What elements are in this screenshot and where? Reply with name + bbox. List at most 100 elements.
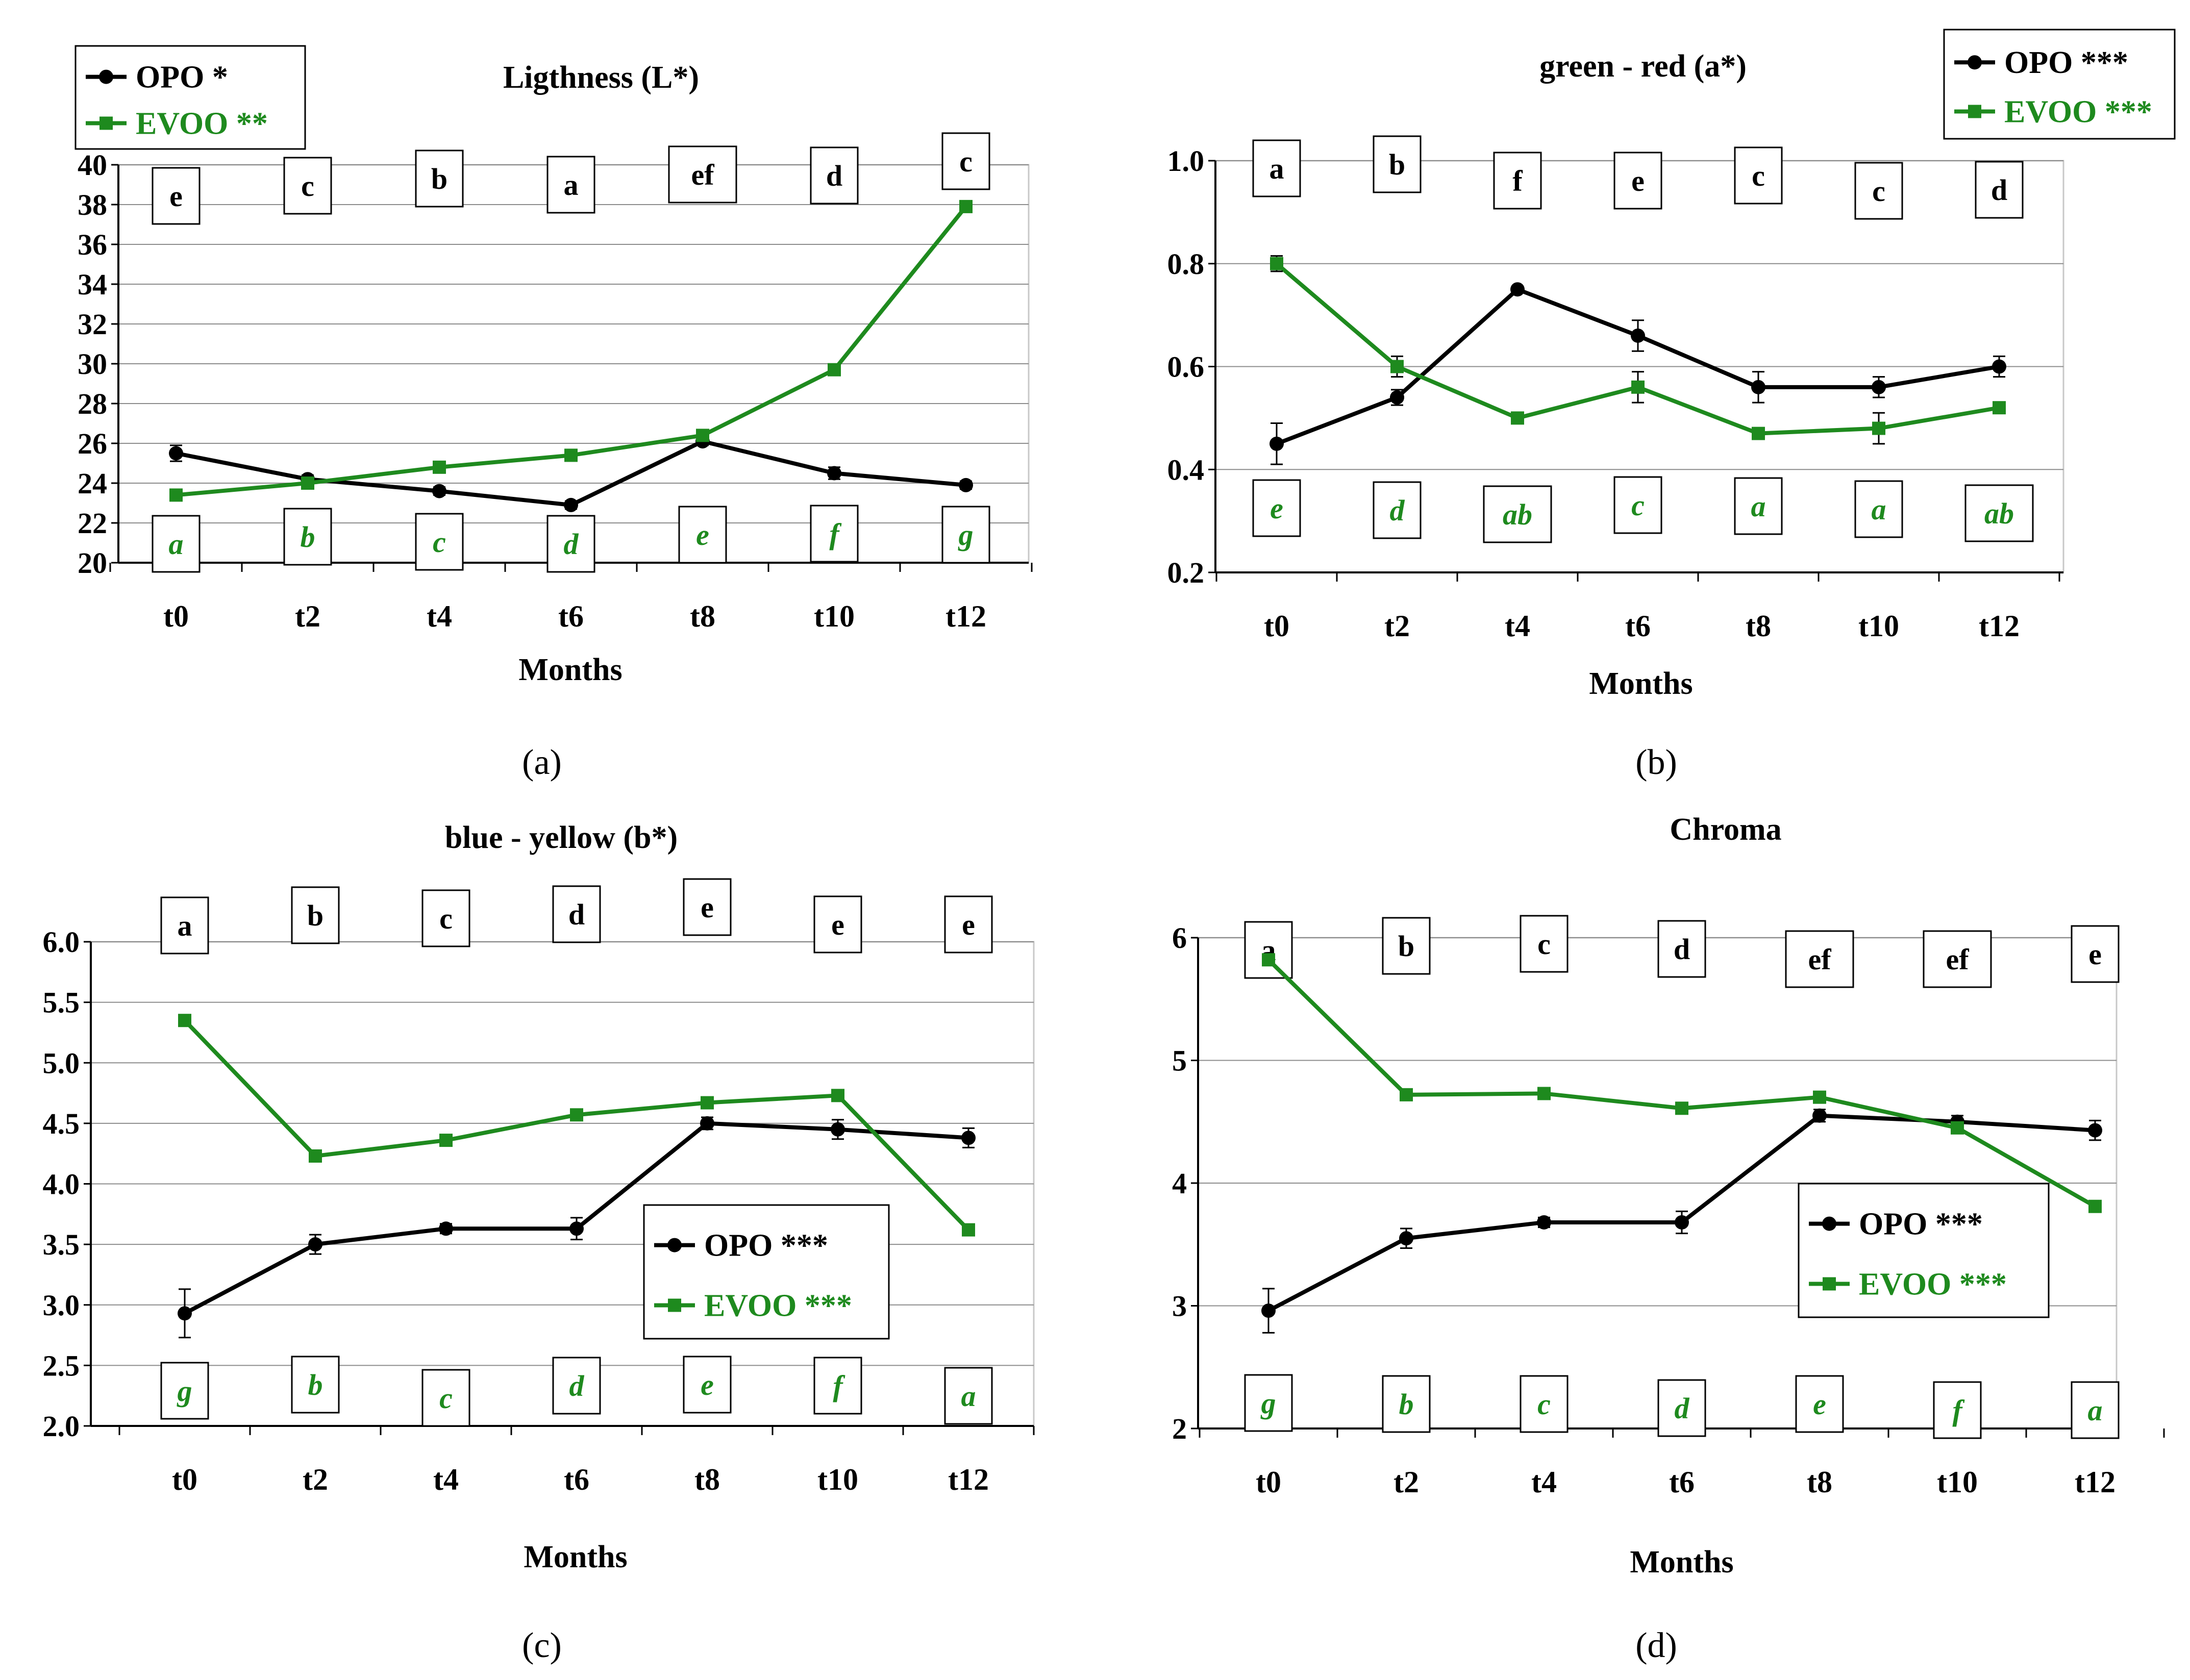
- x-tick-label: t10: [814, 599, 855, 633]
- data-point: [1631, 328, 1645, 343]
- evoo-letter-box: [1795, 1375, 1844, 1433]
- data-point: [1510, 282, 1525, 297]
- x-tick-label: t12: [945, 599, 986, 633]
- legend-marker-evoo: [99, 116, 113, 130]
- evoo-letter: d: [1675, 1392, 1690, 1425]
- chart-title: Ligthness (L*): [503, 60, 699, 95]
- y-tick-label: 28: [78, 387, 107, 420]
- evoo-letter-box: [1964, 484, 2034, 542]
- opo-letter: ef: [691, 158, 714, 191]
- y-tick-label: 6: [1172, 921, 1187, 955]
- evoo-letter-box: [1252, 479, 1301, 537]
- x-tick-label: t2: [295, 599, 320, 633]
- opo-letter-box: [941, 132, 990, 190]
- data-point: [700, 1116, 714, 1131]
- y-tick-label: 3.5: [43, 1228, 80, 1261]
- opo-letter: a: [564, 168, 579, 202]
- data-point: [1399, 1231, 1413, 1246]
- legend-marker-opo: [99, 69, 113, 84]
- chart-title: blue - yellow (b*): [445, 820, 678, 855]
- data-point: [308, 1237, 322, 1252]
- opo-letter: b: [1389, 148, 1405, 181]
- data-point: [696, 429, 709, 442]
- opo-letter: b: [1398, 930, 1414, 963]
- opo-letter-box: [813, 895, 862, 954]
- y-tick-label: 32: [78, 308, 107, 341]
- opo-letter: e: [2088, 938, 2102, 971]
- data-point: [1675, 1101, 1688, 1115]
- opo-letter-box: [668, 145, 737, 204]
- y-tick-label: 4.0: [43, 1168, 80, 1201]
- evoo-letter: c: [1537, 1388, 1551, 1421]
- legend-label-evoo: EVOO **: [136, 107, 268, 141]
- x-tick-label: t4: [433, 1463, 459, 1496]
- data-point: [178, 1014, 191, 1027]
- chart-panel-0: 20 22 24 26 28 30 32 34 36 38 40 t0 t2 t4 t6 t8 t10 t12 Li…: [74, 45, 1033, 782]
- opo-letter: c: [959, 145, 973, 178]
- x-tick-label: t8: [1807, 1465, 1832, 1499]
- data-point: [831, 1089, 844, 1102]
- data-point: [439, 1221, 453, 1236]
- evoo-letter: b: [308, 1368, 323, 1401]
- y-tick-label: 6.0: [43, 925, 80, 959]
- evoo-letter-box: [546, 515, 595, 573]
- data-point: [433, 460, 446, 474]
- y-tick-label: 3.0: [43, 1289, 80, 1322]
- series-evoo: [1262, 953, 2102, 1213]
- evoo-letter-box: [1933, 1381, 1982, 1439]
- opo-letter: c: [301, 169, 314, 203]
- evoo-letter-box: [1734, 477, 1783, 535]
- y-tick-label: 4.5: [43, 1107, 80, 1140]
- evoo-letter: a: [169, 528, 184, 561]
- opo-letter: b: [431, 162, 447, 195]
- legend-box: [1943, 29, 2176, 140]
- data-point: [1537, 1087, 1551, 1100]
- y-tick-label: 5.5: [43, 986, 80, 1019]
- x-axis-label: Months: [518, 653, 622, 687]
- series-evoo: [169, 199, 973, 502]
- evoo-letter-box: [291, 1356, 340, 1414]
- evoo-letter: b: [1399, 1388, 1414, 1421]
- evoo-letter-box: [1657, 1379, 1706, 1437]
- x-axis-label: Months: [524, 1540, 627, 1574]
- y-tick-label: 0.8: [1167, 247, 1205, 281]
- opo-letter: a: [178, 909, 192, 942]
- legend-label-evoo: EVOO ***: [704, 1289, 852, 1323]
- opo-letter-box: [1657, 920, 1706, 978]
- legend-label-opo: OPO *: [136, 60, 228, 95]
- data-point: [1270, 257, 1283, 270]
- opo-letter: e: [169, 180, 183, 213]
- opo-letter-box: [1520, 915, 1569, 973]
- data-point: [1872, 380, 1886, 394]
- legend-box: [1798, 1183, 2050, 1318]
- data-point: [2088, 1123, 2102, 1138]
- legend-label-evoo: EVOO ***: [1859, 1267, 2007, 1302]
- chart-panel-1: 0.2 0.4 0.6 0.8 1.0 t0 t2 t4 t6 t8 t10 t12 green - r…: [1167, 29, 2176, 782]
- y-tick-label: 0.2: [1167, 556, 1205, 589]
- opo-letter-box: [1613, 152, 1662, 210]
- data-point: [564, 497, 578, 512]
- series-line-evoo: [1267, 958, 2096, 1209]
- data-point: [1751, 380, 1765, 394]
- evoo-letter-box: [1854, 480, 1903, 538]
- data-point: [1390, 390, 1404, 405]
- opo-letter-box: [2071, 925, 2120, 983]
- evoo-letter: ab: [1503, 498, 1532, 531]
- x-tick-label: t8: [690, 599, 715, 633]
- data-point: [1390, 360, 1404, 373]
- y-tick-label: 22: [78, 507, 107, 540]
- evoo-letter-box: [941, 506, 990, 564]
- data-point: [1400, 1088, 1413, 1101]
- x-tick-label: t10: [817, 1463, 858, 1496]
- evoo-letter-box: [552, 1357, 601, 1415]
- opo-letter-box: [152, 167, 201, 225]
- data-point: [831, 1122, 845, 1137]
- data-point: [1511, 411, 1524, 425]
- x-tick-label: t0: [163, 599, 189, 633]
- x-tick-label: t12: [2075, 1465, 2116, 1499]
- data-point: [827, 466, 841, 481]
- data-point: [1675, 1215, 1689, 1230]
- legend: OPO *** EVOO ***: [1798, 1183, 2050, 1318]
- series-opo: [178, 1116, 976, 1339]
- opo-letter-box: [546, 156, 595, 214]
